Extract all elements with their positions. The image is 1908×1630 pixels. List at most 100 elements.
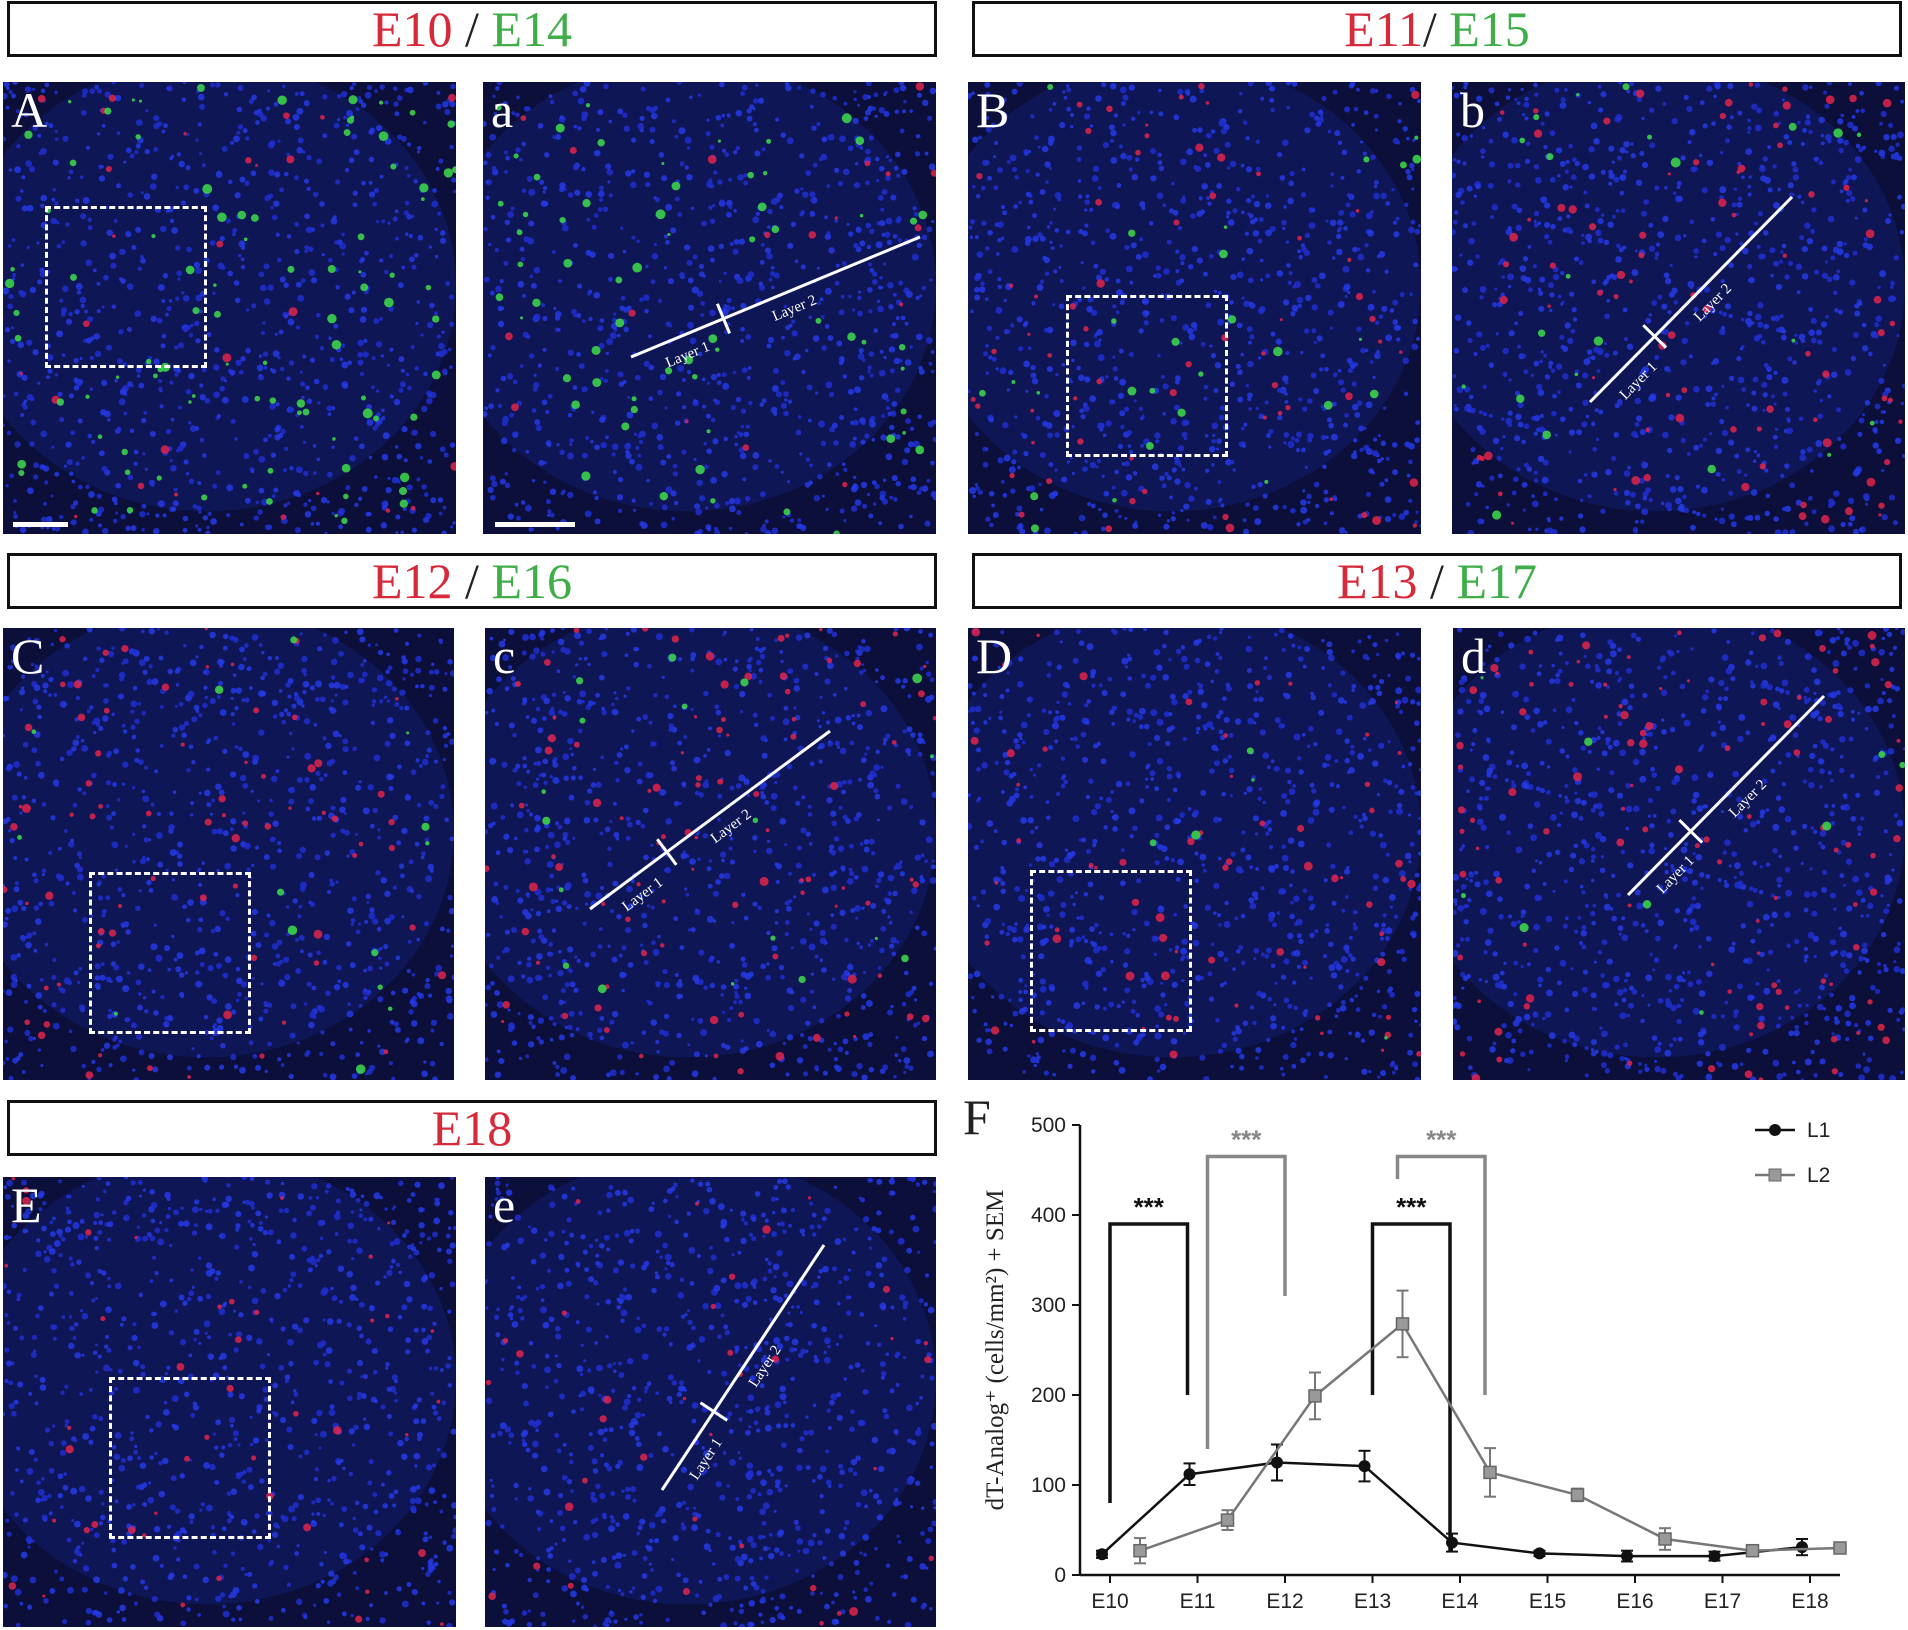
y-tick-label: 0 <box>1054 1564 1066 1587</box>
panel-label: C <box>11 628 45 684</box>
x-tick-label: E15 <box>1529 1590 1566 1613</box>
data-point <box>1183 1468 1196 1481</box>
header-separator: / <box>452 1 492 57</box>
panel-label: e <box>493 1177 516 1233</box>
header-green-label: E15 <box>1449 1 1530 57</box>
inset-box <box>109 1377 271 1539</box>
data-point <box>1658 1532 1672 1546</box>
legend-label: L1 <box>1807 1119 1830 1142</box>
header-green-label: E17 <box>1456 553 1537 609</box>
micrograph-texture <box>3 82 456 534</box>
panel-label: E <box>11 1177 42 1233</box>
line-chart: 0 100 200 300 400 500 E10 E11 E12 E13 E14 E15 E16 E17… <box>982 1114 1847 1613</box>
data-point <box>1796 1541 1808 1554</box>
header-red-label: E11 <box>1344 1 1423 57</box>
panel-label: D <box>976 628 1013 684</box>
significance-bracket: *** <box>1205 1125 1287 1449</box>
micrograph-texture <box>3 628 454 1080</box>
header-e12-e16: E12 / E16 <box>7 553 937 609</box>
panel-label: b <box>1460 82 1485 138</box>
inset-box <box>1030 870 1192 1032</box>
x-tick-label: E12 <box>1266 1590 1303 1613</box>
header-e18: E18 <box>7 1100 937 1156</box>
micrograph-panel-A: A <box>3 82 456 534</box>
data-point <box>1271 1456 1283 1469</box>
micrograph-panel-d: Layer 1 Layer 2 d <box>1453 628 1905 1080</box>
header-e11-e15: E11/ E15 <box>972 1 1902 57</box>
scale-bar <box>495 522 575 527</box>
x-tick-label: E13 <box>1354 1590 1391 1613</box>
micrograph-panel-c: Layer 1 Layer 2 c <box>485 628 936 1080</box>
header-green-label: E16 <box>491 553 572 609</box>
scale-bar <box>13 522 68 527</box>
panel-label: B <box>976 82 1010 138</box>
data-point <box>1708 1550 1721 1563</box>
micrograph-panel-b: Layer 1 Layer 2 b <box>1452 82 1905 534</box>
micrograph-panel-E: E <box>3 1177 456 1627</box>
series-l2 <box>1133 1289 1847 1565</box>
x-tick-label: E10 <box>1091 1590 1128 1613</box>
inset-box <box>1066 295 1228 457</box>
y-tick-label: 400 <box>1031 1204 1066 1227</box>
header-separator: / <box>1417 553 1457 609</box>
data-point <box>1621 1550 1633 1563</box>
micrograph-panel-C: C <box>3 628 454 1080</box>
data-point <box>1395 1317 1410 1331</box>
significance-bracket: *** <box>1395 1125 1487 1395</box>
data-point <box>1570 1488 1585 1502</box>
x-tick-label: E16 <box>1616 1590 1653 1613</box>
data-point <box>1483 1465 1497 1480</box>
micrograph-panel-e: Layer 1 Layer 2 e <box>485 1177 936 1627</box>
micrograph-texture <box>3 1177 456 1627</box>
panel-label: a <box>491 82 514 138</box>
micrograph-texture <box>968 628 1421 1080</box>
y-tick-label: 200 <box>1031 1384 1066 1407</box>
significance-bracket: *** <box>1370 1192 1452 1553</box>
y-tick-label: 100 <box>1031 1474 1066 1497</box>
panel-label: A <box>11 82 48 138</box>
data-point <box>1096 1548 1108 1561</box>
data-point <box>1133 1543 1147 1558</box>
inset-box <box>89 872 251 1034</box>
data-point <box>1446 1536 1458 1549</box>
header-separator: / <box>1422 1 1450 57</box>
axes: 0 100 200 300 400 500 E10 E11 E12 E13 E14 E15 E16 E17… <box>1031 1114 1840 1613</box>
data-point <box>1833 1541 1847 1555</box>
legend-item: L2 <box>1755 1164 1830 1187</box>
data-point <box>1220 1513 1235 1527</box>
header-green-label: E14 <box>491 1 572 57</box>
legend-label: L2 <box>1807 1164 1830 1187</box>
y-tick-label: 500 <box>1031 1114 1066 1137</box>
inset-box <box>45 206 207 368</box>
panel-label: d <box>1461 628 1486 684</box>
significance-label: *** <box>1426 1125 1457 1155</box>
micrograph-panel-D: D <box>968 628 1421 1080</box>
significance-label: *** <box>1134 1192 1165 1222</box>
x-tick-label: E11 <box>1180 1590 1216 1613</box>
header-red-label: E13 <box>1337 553 1418 609</box>
header-red-label: E10 <box>372 1 453 57</box>
data-point <box>1745 1543 1760 1558</box>
legend-item: L1 <box>1755 1119 1830 1142</box>
micrograph-panel-B: B <box>968 82 1421 534</box>
micrograph-panel-a: Layer 1 Layer 2 a <box>483 82 936 534</box>
data-point <box>1533 1547 1546 1560</box>
series-line <box>1139 1322 1841 1552</box>
data-point <box>1358 1460 1371 1473</box>
x-tick-label: E14 <box>1441 1590 1479 1613</box>
figure-label-F: F <box>963 1089 991 1145</box>
header-separator: / <box>452 553 492 609</box>
header-e13-e17: E13 / E17 <box>972 553 1902 609</box>
header-red-label: E18 <box>431 1100 513 1156</box>
data-point <box>1308 1389 1322 1403</box>
x-tick-label: E17 <box>1704 1590 1741 1613</box>
header-red-label: E12 <box>372 553 453 609</box>
header-e10-e14: E10 / E14 <box>7 1 937 57</box>
panel-label: c <box>493 628 516 684</box>
significance-bracket: *** <box>1108 1192 1190 1503</box>
